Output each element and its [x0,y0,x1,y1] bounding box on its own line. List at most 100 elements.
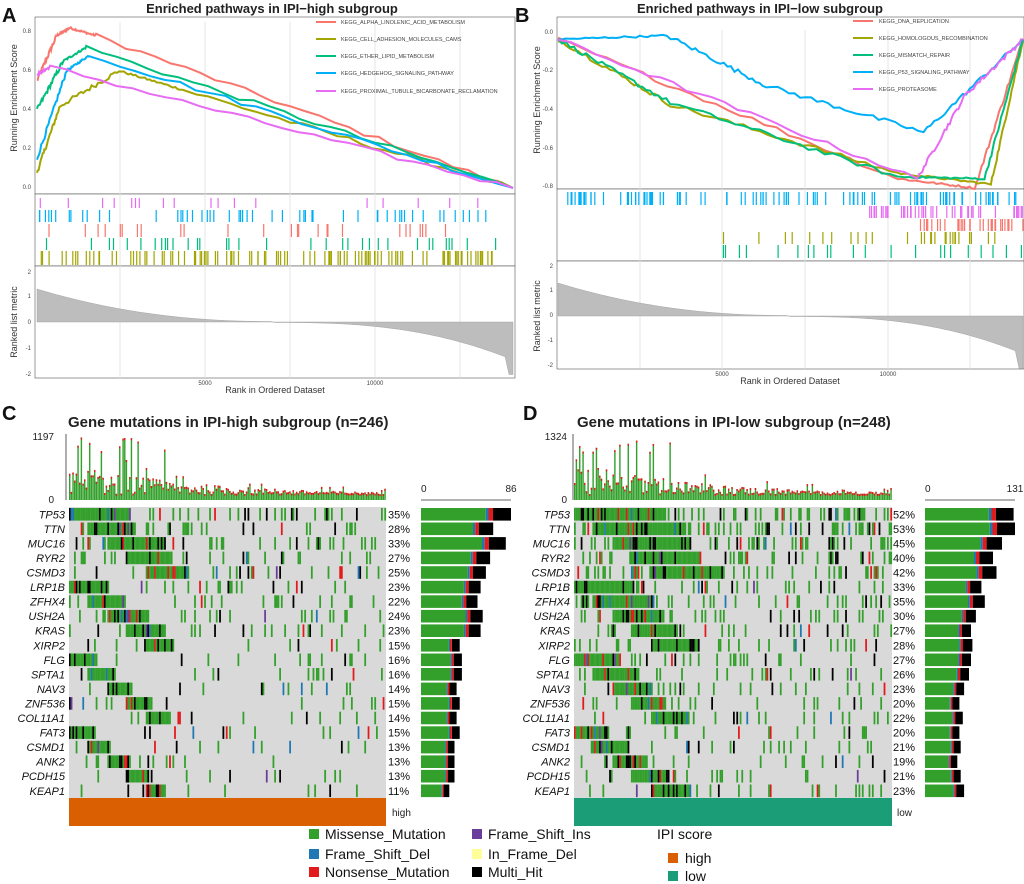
mutation-cell [833,609,836,623]
mutation-cell [172,537,175,550]
gene-bar-segment [451,668,454,681]
mutation-cell [637,580,640,594]
mutation-cell [184,755,186,768]
mutation-cell [92,668,95,681]
mutation-cell [749,784,752,798]
legend-label: KEGG_PROTEASOME [879,87,937,93]
mutation-cell [137,537,140,550]
mutation-cell [124,595,126,608]
mutation-cell [627,609,630,623]
mutation-cell [172,508,175,521]
mutation-cell [345,609,348,623]
mutation-cell [115,755,118,768]
mutation-cell [706,580,708,594]
tmb-bar-cap [250,493,253,496]
mutation-cell [647,508,650,521]
mutation-cell [756,537,759,550]
mutation-cell [669,522,672,536]
mutation-cell [666,624,668,637]
panel-c-letter: C [2,403,16,425]
mutation-cell [820,508,822,521]
mutation-cell [154,537,156,550]
mutation-cell [264,551,266,565]
mutation-cell [157,784,160,798]
mutation-cell [650,595,653,608]
mutation-cell [80,726,83,739]
tmb-bar [850,491,852,500]
mutation-cell [838,697,841,710]
mutation-cell [132,537,135,550]
mutation-cell [125,682,128,696]
tmb-bar [344,492,346,500]
panel-b-xlabel: Rank in Ordered Dataset [740,376,840,386]
tmb-bar [774,494,777,500]
mutation-cell [130,769,133,783]
mutation-cell [622,580,625,594]
ipi-high-annotation-bar [69,798,386,826]
mutation-cell [654,711,657,725]
gene-percent: 52% [893,509,915,521]
mutation-cell [172,580,175,594]
tmb-bar-cap [865,493,867,496]
mutation-cell [345,522,348,536]
mutation-cell [594,580,596,594]
mutation-cell [252,522,255,536]
gene-bar-segment [925,580,966,594]
mutation-cell [868,551,871,565]
mutation-cell [215,537,218,550]
mutation-cell [185,551,188,565]
tmb-bar-cap [165,481,168,484]
tmb-bar [758,493,760,500]
mutation-cell [617,522,620,536]
tmb-bar [172,483,174,500]
mutation-cell [129,755,131,768]
mutation-cell [890,624,893,637]
mutation-cell [280,595,283,608]
mutation-cell [80,580,83,594]
mutation-cell [589,551,591,565]
mutation-cell [816,697,819,710]
tmb-bar-cap [219,485,221,488]
mutation-cell [75,740,78,754]
mutation-cell [144,624,146,637]
tmb-bar [334,491,336,500]
mutation-cell [95,668,98,681]
tmb-bar-cap [354,491,356,494]
mutation-cell [125,609,128,623]
mutation-cell [682,522,685,536]
gene-bar-segment [450,668,452,681]
mutation-cell [590,653,593,667]
tmb-bar-cap [686,482,688,485]
tmb-bar [845,493,847,500]
mutation-cell [170,551,173,565]
tmb-bar-cap [134,491,136,494]
mutation-cell [657,697,660,710]
mutation-cell [769,726,772,739]
mutation-cell [815,566,817,579]
tmb-bar [868,491,870,500]
tmb-bar-cap [92,475,94,478]
mutation-cell [605,522,608,536]
tmb-bar-cap [828,493,830,496]
mutation-cell [127,537,130,550]
mutation-cell [659,769,662,783]
tmb-bar-cap [69,473,71,476]
mutation-cell [602,784,605,798]
tmb-bar [841,489,844,500]
mutation-cell [640,697,643,710]
mutation-cell [751,537,754,550]
tmb-bar-cap [769,493,772,496]
tmb-bar [768,490,770,500]
mutation-cell [247,639,250,652]
tmb-bar-cap [292,490,294,493]
mutation-cell [645,624,648,637]
tmb-bar [237,492,239,500]
mutation-cell [711,740,714,754]
mutation-cell [712,595,715,608]
mutation-cell [239,566,241,579]
tmb-bar-cap [607,480,609,483]
mutation-cell [635,624,638,637]
mutation-cell [309,653,312,667]
tmb-bar [200,485,203,500]
mutation-cell [215,609,218,623]
